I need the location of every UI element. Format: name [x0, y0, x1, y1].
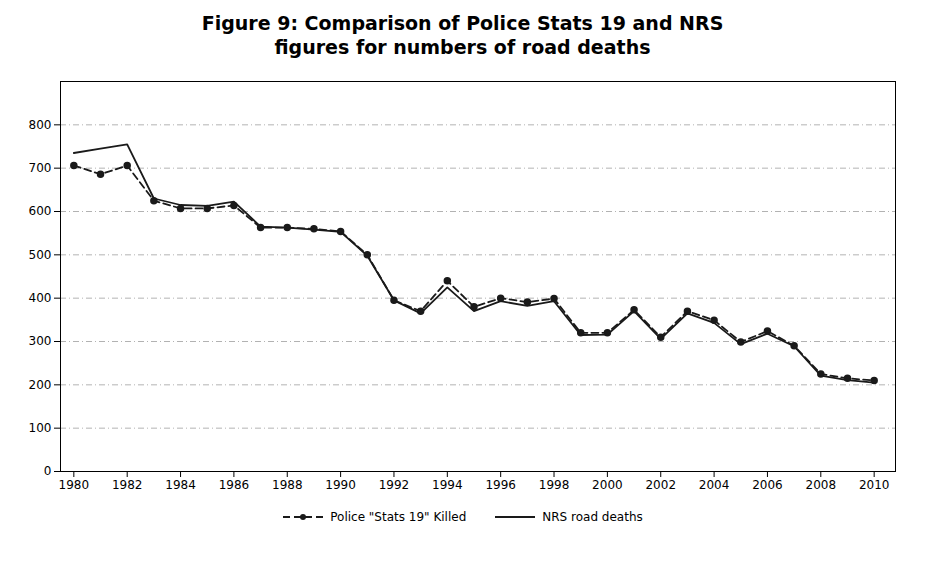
svg-text:100: 100 — [29, 421, 52, 435]
svg-text:1986: 1986 — [219, 478, 250, 492]
svg-text:700: 700 — [29, 161, 52, 175]
svg-text:1984: 1984 — [165, 478, 196, 492]
svg-text:2006: 2006 — [752, 478, 783, 492]
svg-text:1998: 1998 — [539, 478, 570, 492]
svg-text:0: 0 — [44, 464, 52, 478]
html-text:Figure 9: Comparison of Police: Figure 9: Comparison of Police Stats 19 … — [201, 12, 724, 58]
svg-text:2010: 2010 — [859, 478, 890, 492]
svg-text:800: 800 — [29, 117, 52, 131]
svg-text:1994: 1994 — [432, 478, 463, 492]
svg-text:1982: 1982 — [112, 478, 143, 492]
svg-text:1990: 1990 — [325, 478, 356, 492]
svg-text:400: 400 — [29, 291, 52, 305]
html-text:Police "Stats 19" Killed: Police "Stats 19" Killed — [330, 509, 467, 524]
svg-text:2002: 2002 — [645, 478, 676, 492]
svg-text:600: 600 — [29, 204, 52, 218]
svg-text:1980: 1980 — [59, 478, 90, 492]
html-text:NRS road deaths: NRS road deaths — [542, 509, 643, 524]
svg-text:2008: 2008 — [806, 478, 837, 492]
svg-text:1996: 1996 — [485, 478, 516, 492]
svg-text:1988: 1988 — [272, 478, 303, 492]
svg-text:1992: 1992 — [379, 478, 410, 492]
svg-text:200: 200 — [29, 377, 52, 391]
svg-text:2004: 2004 — [699, 478, 730, 492]
svg-text:500: 500 — [29, 247, 52, 261]
svg-text:2000: 2000 — [592, 478, 623, 492]
svg-text:300: 300 — [29, 334, 52, 348]
